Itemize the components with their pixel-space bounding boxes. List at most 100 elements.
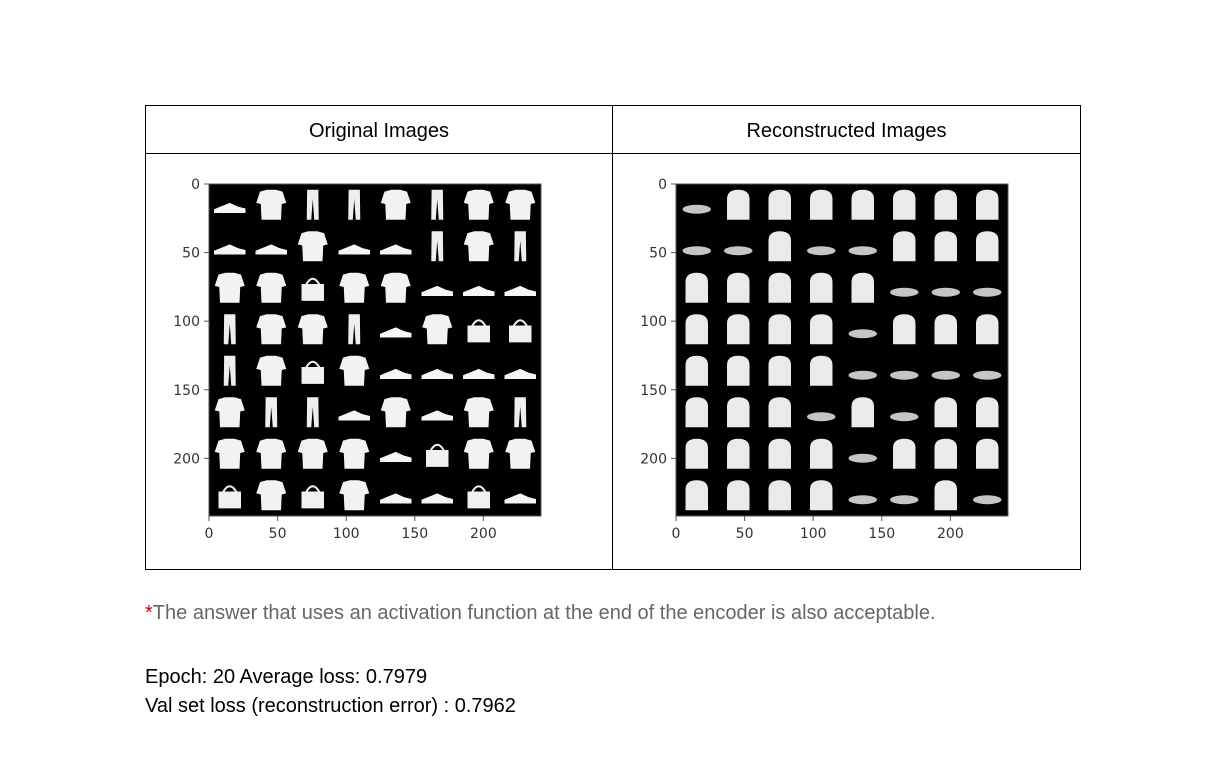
thumbnail: [514, 231, 527, 262]
thumbnail: [727, 272, 750, 303]
thumbnail: [768, 397, 791, 428]
thumbnail: [810, 438, 833, 469]
thumbnail: [301, 485, 324, 509]
thumbnail: [768, 438, 791, 469]
x-tick-label: 200: [470, 526, 497, 542]
thumbnail: [214, 244, 246, 255]
thumbnail: [893, 314, 916, 345]
y-tick-label: 0: [191, 177, 200, 193]
thumbnail: [727, 189, 750, 220]
thumbnail: [893, 438, 916, 469]
thumbnail: [931, 287, 960, 297]
thumbnail: [848, 246, 877, 256]
thumbnail: [724, 246, 753, 256]
thumbnail: [380, 493, 412, 504]
thumbnail: [810, 272, 833, 303]
thumbnail: [256, 480, 287, 511]
y-tick-label: 200: [173, 451, 200, 467]
y-tick-label: 100: [640, 314, 667, 330]
thumbnail: [505, 189, 536, 220]
thumbnail: [223, 355, 236, 386]
thumbnail: [851, 397, 874, 428]
thumbnail: [214, 438, 245, 469]
x-tick-label: 150: [401, 526, 428, 542]
x-tick-label: 100: [800, 526, 827, 542]
epoch-loss-line: Epoch: 20 Average loss: 0.7979: [145, 666, 428, 688]
original-images-plot: 0 50 100 150 200 0 50 100 150 200: [146, 154, 613, 569]
reconstructed-images-header: Reconstructed Images: [613, 106, 1080, 154]
thumbnail: [851, 189, 874, 220]
thumbnail: [348, 314, 361, 345]
thumbnail: [505, 438, 536, 469]
thumbnail: [893, 189, 916, 220]
thumbnail-grid: [682, 189, 1002, 511]
thumbnail: [727, 480, 750, 511]
thumbnail: [934, 189, 957, 220]
thumbnail: [851, 272, 874, 303]
thumbnail: [306, 397, 319, 428]
thumbnail: [301, 360, 324, 384]
thumbnail: [339, 272, 370, 303]
reconstructed-images-title: Reconstructed Images: [746, 120, 947, 142]
y-tick-label: 50: [649, 246, 667, 262]
x-tick-label: 100: [333, 526, 360, 542]
thumbnail: [380, 189, 411, 220]
y-tick-label: 50: [182, 246, 200, 262]
thumbnail: [682, 204, 711, 214]
thumbnail: [810, 480, 833, 511]
image-grid-canvas: [676, 184, 1008, 516]
thumbnail: [214, 272, 245, 303]
thumbnail: [810, 189, 833, 220]
thumbnail: [976, 231, 999, 262]
thumbnail: [976, 314, 999, 345]
reconstructed-images-plot: 0 50 100 150 200 0 50 100 150 200: [613, 154, 1080, 569]
thumbnail: [463, 189, 494, 220]
thumbnail: [338, 244, 370, 255]
thumbnail: [380, 397, 411, 428]
thumbnail: [421, 410, 453, 421]
thumbnail: [256, 355, 287, 386]
thumbnail: [380, 272, 411, 303]
thumbnail: [421, 285, 453, 296]
thumbnail: [339, 438, 370, 469]
thumbnail: [768, 231, 791, 262]
thumbnail: [890, 287, 919, 297]
axes-frame: [208, 183, 542, 517]
thumbnail: [685, 397, 708, 428]
thumbnail: [768, 189, 791, 220]
thumbnail: [463, 438, 494, 469]
thumbnail: [976, 397, 999, 428]
thumbnail: [301, 277, 324, 301]
thumbnail: [509, 319, 532, 343]
x-tick-label: 50: [736, 526, 754, 542]
thumbnail: [218, 485, 241, 509]
thumbnail: [514, 397, 527, 428]
thumbnail: [934, 438, 957, 469]
thumbnail: [934, 231, 957, 262]
thumbnail: [297, 438, 328, 469]
footnote: *The answer that uses an activation func…: [145, 602, 936, 625]
thumbnail: [934, 314, 957, 345]
thumbnail: [848, 495, 877, 505]
y-tick-label: 150: [173, 383, 200, 399]
thumbnail: [685, 272, 708, 303]
thumbnail: [214, 202, 246, 213]
thumbnail: [504, 493, 536, 504]
x-tick-label: 150: [868, 526, 895, 542]
footnote-text: The answer that uses an activation funct…: [152, 602, 936, 624]
thumbnail: [223, 314, 236, 345]
thumbnail: [685, 355, 708, 386]
thumbnail: [727, 438, 750, 469]
original-images-figure: 0 50 100 150 200 0 50 100 150 200: [173, 177, 542, 542]
thumbnail: [467, 485, 490, 509]
thumbnail: [306, 189, 319, 220]
thumbnail: [973, 287, 1002, 297]
thumbnail: [890, 495, 919, 505]
thumbnail: [421, 493, 453, 504]
y-tick-label: 0: [658, 177, 667, 193]
thumbnail: [727, 314, 750, 345]
thumbnail: [380, 244, 412, 255]
thumbnail: [810, 355, 833, 386]
axes-frame: [675, 183, 1009, 517]
x-tick-label: 0: [672, 526, 681, 542]
